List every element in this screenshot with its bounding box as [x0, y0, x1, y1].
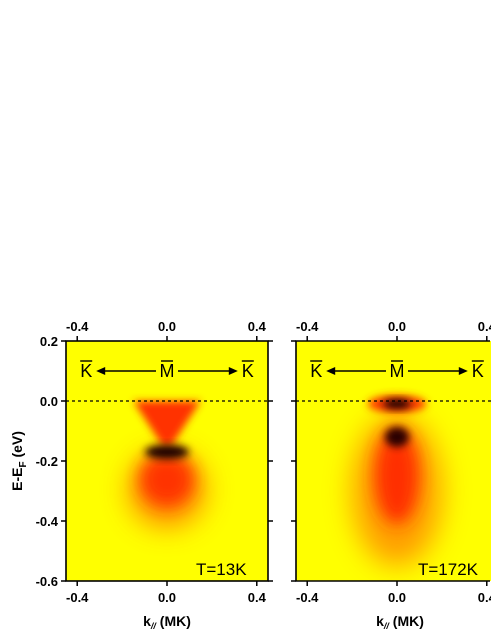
x-tick-label-bottom: 0.4 — [248, 590, 267, 605]
lower-band-core — [140, 452, 194, 506]
x-axis-title-13k: k// (MK) — [143, 613, 191, 631]
x-tick-label-top: 0.4 — [248, 319, 267, 334]
symmetry-label-k-right: K — [242, 361, 254, 381]
arrow-right-head — [228, 367, 238, 375]
y-axis-title-main: E-E — [9, 468, 25, 491]
panel-13k-intensity — [128, 401, 206, 527]
x-axis-title-13k-main: k — [143, 613, 151, 629]
y-tick-label: 0.2 — [40, 334, 58, 349]
x-tick-label-top: -0.4 — [296, 319, 319, 334]
x-axis-title-172k: k// (MK) — [376, 613, 424, 631]
arrow-right-head — [458, 367, 468, 375]
x-axis-title-13k-sub: // — [150, 621, 158, 631]
y-axis-title-sub: F — [18, 461, 29, 467]
x-tick-label-bottom: 0.0 — [388, 590, 406, 605]
x-tick-label-bottom: -0.4 — [296, 590, 319, 605]
upper-cone — [133, 401, 201, 446]
x-axis-title-172k-unit: (MK) — [389, 613, 424, 629]
x-tick-label-top: 0.0 — [158, 319, 176, 334]
symmetry-label-k-left: K — [80, 361, 92, 381]
temperature-label-172k: T=172K — [418, 560, 479, 579]
symmetry-label-m: M — [390, 361, 405, 381]
x-axis-title-172k-sub: // — [383, 621, 391, 631]
symmetry-label-m: M — [160, 361, 175, 381]
x-tick-label-top: 0.0 — [388, 319, 406, 334]
arrow-left-head — [96, 367, 106, 375]
panel-13k: -0.4 -0.4 0.0 0.0 0.4 0.4 0.2 0.0 -0.2 -0.4 -0.6 K M… — [36, 319, 273, 605]
dirac-point — [385, 427, 409, 447]
symmetry-label-k-left: K — [310, 361, 322, 381]
lower-band-core — [374, 428, 420, 524]
svg-text:E-EF (eV): E-EF (eV) — [9, 431, 29, 491]
x-tick-label-bottom: 0.0 — [158, 590, 176, 605]
dirac-point — [145, 445, 189, 459]
x-axis-title-13k-unit: (MK) — [156, 613, 191, 629]
y-axis-title: E-EF (eV) — [9, 431, 29, 491]
y-tick-label: -0.4 — [36, 514, 59, 529]
x-tick-label-top: 0.4 — [478, 319, 491, 334]
y-axis-title-unit: (eV) — [9, 431, 25, 461]
x-tick-label-bottom: -0.4 — [66, 590, 89, 605]
y-tick-label: 0.0 — [40, 394, 58, 409]
temperature-label-13k: T=13K — [196, 560, 247, 579]
y-tick-label: -0.6 — [36, 574, 58, 589]
panel-172k-intensity — [352, 395, 442, 566]
panel-172k: -0.4 -0.4 0.0 0.0 0.4 0.4 K M K T=172K — [291, 319, 491, 605]
x-tick-label-bottom: 0.4 — [478, 590, 491, 605]
x-axis-title-172k-main: k — [376, 613, 384, 629]
y-tick-label: -0.2 — [36, 454, 58, 469]
symmetry-label-k-right: K — [472, 361, 484, 381]
x-tick-label-top: -0.4 — [66, 319, 89, 334]
arrow-left-head — [326, 367, 336, 375]
